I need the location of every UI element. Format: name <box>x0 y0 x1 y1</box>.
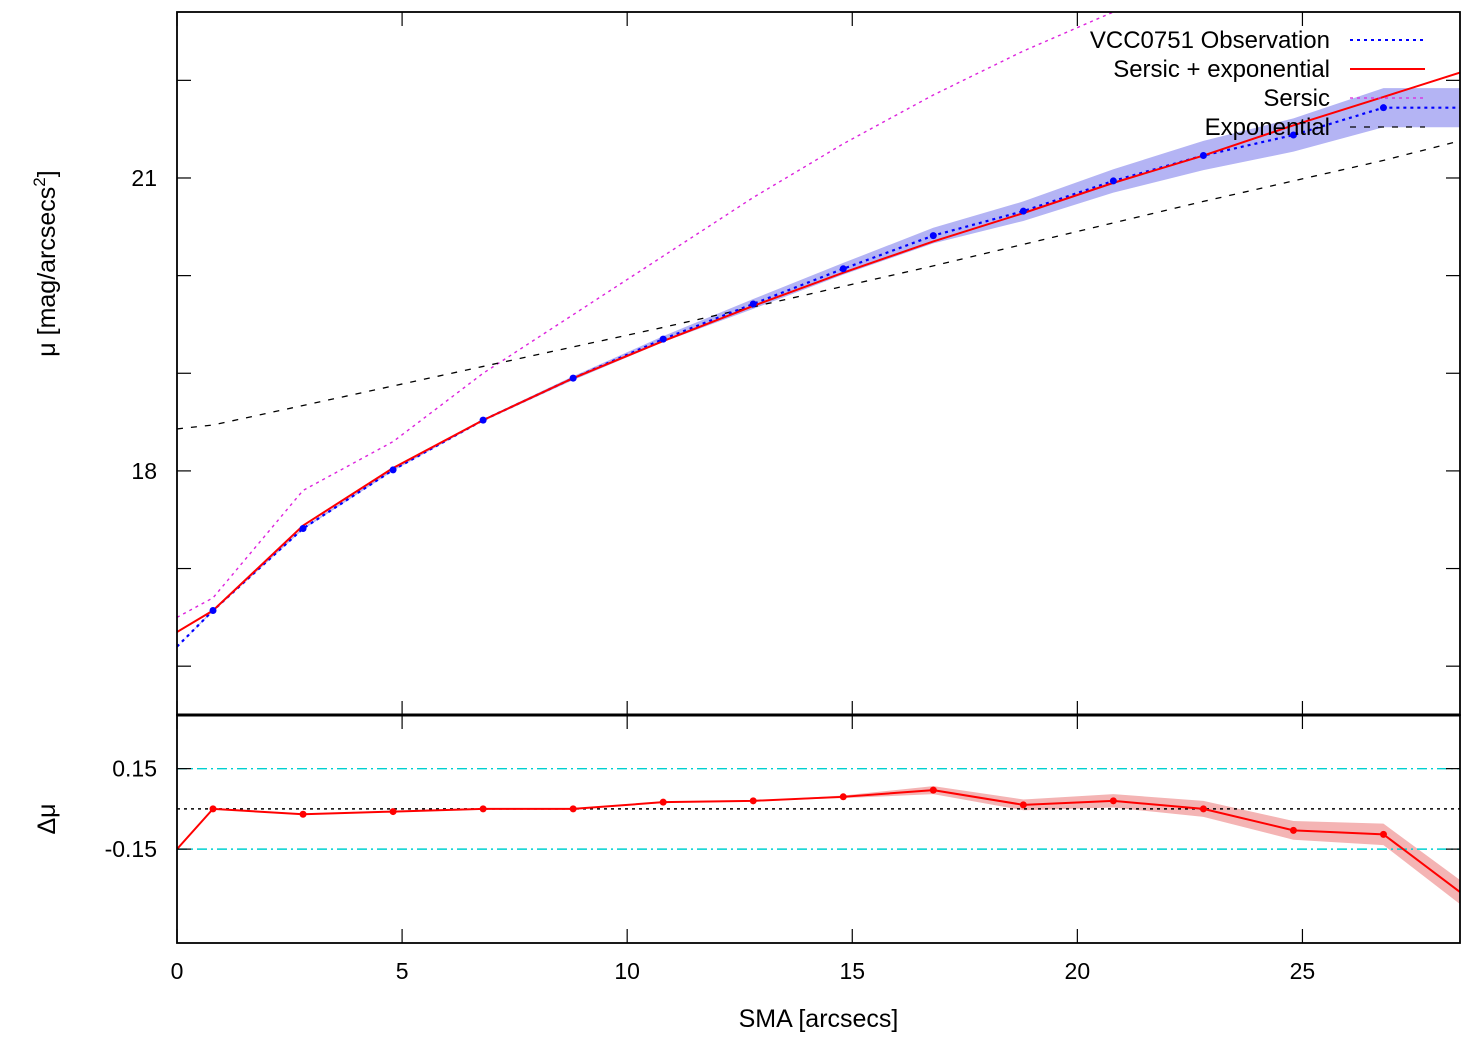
observation-point-5 <box>569 374 577 382</box>
residual-point-4 <box>479 805 487 813</box>
top-y-tick-label-18: 18 <box>131 458 157 484</box>
legend-label-0: VCC0751 Observation <box>1090 27 1330 54</box>
exponential-line <box>177 140 1460 430</box>
x-tick-label-5: 5 <box>396 958 409 984</box>
residual-point-2 <box>299 810 307 818</box>
observation-line <box>177 106 1460 648</box>
series-points <box>209 104 1387 838</box>
series-lines <box>177 12 1460 893</box>
residual-point-9 <box>929 786 937 794</box>
error-bands <box>177 88 1460 905</box>
x-tick-label-15: 15 <box>839 958 865 984</box>
x-tick-label-0: 0 <box>171 958 184 984</box>
bottom-y-axis-label: Δμ <box>33 803 61 834</box>
observation-point-7 <box>749 300 757 308</box>
residual-point-12 <box>1199 805 1207 813</box>
legend-label-2: Sersic <box>1263 85 1330 112</box>
residual-point-3 <box>389 808 397 816</box>
bottom-y-tick-label-1: -0.15 <box>105 836 157 862</box>
x-axis-label: SMA [arcsecs] <box>739 1005 899 1033</box>
residual-point-10 <box>1019 801 1027 809</box>
residual-point-14 <box>1379 830 1387 838</box>
legend-label-1: Sersic + exponential <box>1113 56 1330 83</box>
x-tick-label-10: 10 <box>614 958 640 984</box>
top-y-axis-label: μ [mag/arcsecs2] <box>30 170 61 356</box>
top-y-axis-label-main: μ [mag/arcsecs <box>33 187 61 357</box>
observation-point-4 <box>479 416 487 424</box>
residual-line <box>177 789 1460 893</box>
residual-point-13 <box>1289 826 1297 834</box>
observation-point-14 <box>1379 104 1387 112</box>
axes-labels: 0 5 10 15 20 25 18 21 0.15 -0.15 SMA [arcsecs] μ [m… <box>30 165 1315 1033</box>
residual-point-6 <box>659 798 667 806</box>
observation-point-11 <box>1109 177 1117 185</box>
residual-point-1 <box>209 805 217 813</box>
residual-error-band <box>177 786 1460 905</box>
observation-point-3 <box>389 466 397 474</box>
observation-point-8 <box>839 265 847 273</box>
sersic-exponential-line <box>177 71 1460 633</box>
x-tick-label-25: 25 <box>1290 958 1316 984</box>
residual-point-7 <box>749 797 757 805</box>
observation-point-13 <box>1289 131 1297 139</box>
residual-point-11 <box>1109 797 1117 805</box>
bottom-y-tick-label-0: 0.15 <box>112 756 157 782</box>
observation-point-1 <box>209 607 217 615</box>
axes-frame <box>176 11 1461 944</box>
residual-point-8 <box>839 793 847 801</box>
observation-error-band <box>177 88 1460 647</box>
top-y-axis-label-close: ] <box>33 170 61 177</box>
legend-label-3: Exponential <box>1205 114 1330 141</box>
observation-point-9 <box>929 232 937 240</box>
observation-point-12 <box>1199 152 1207 160</box>
x-tick-label-20: 20 <box>1065 958 1091 984</box>
top-y-axis-label-sup: 2 <box>30 177 49 186</box>
observation-point-2 <box>299 525 307 533</box>
top-y-tick-label-21: 21 <box>131 165 157 191</box>
residual-point-5 <box>569 805 577 813</box>
observation-point-6 <box>659 335 667 343</box>
sersic-line <box>177 12 1116 618</box>
observation-point-10 <box>1019 207 1027 215</box>
